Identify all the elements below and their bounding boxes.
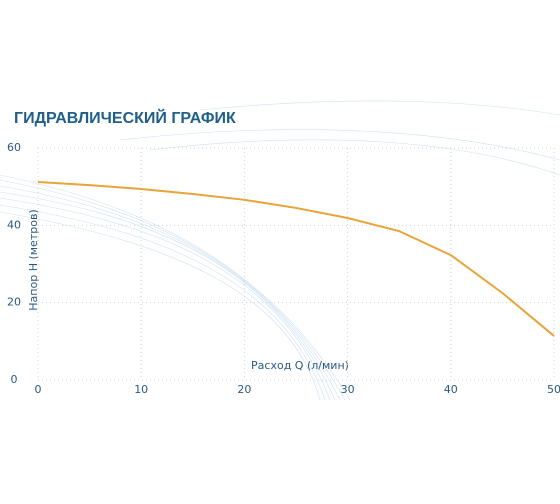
x-tick-label: 20 [237, 383, 251, 396]
background-waves [0, 100, 560, 401]
y-tick-label: 20 [7, 296, 21, 309]
chart-title: ГИДРАВЛИЧЕСКИЙ ГРАФИК [14, 108, 236, 127]
y-tick-label: 0 [11, 373, 18, 386]
x-tick-label: 30 [341, 383, 355, 396]
pump-curve [37, 181, 555, 337]
y-tick-label: 40 [7, 218, 21, 231]
x-tick-label: 10 [134, 383, 148, 396]
x-tick-label: 50 [547, 383, 560, 396]
x-axis-label: Расход Q (л/мин) [251, 359, 349, 372]
y-axis-label: Напор H (метров) [27, 209, 40, 310]
x-tick-label: 0 [35, 383, 42, 396]
x-tick-label: 40 [444, 383, 458, 396]
y-tick-label: 60 [7, 141, 21, 154]
